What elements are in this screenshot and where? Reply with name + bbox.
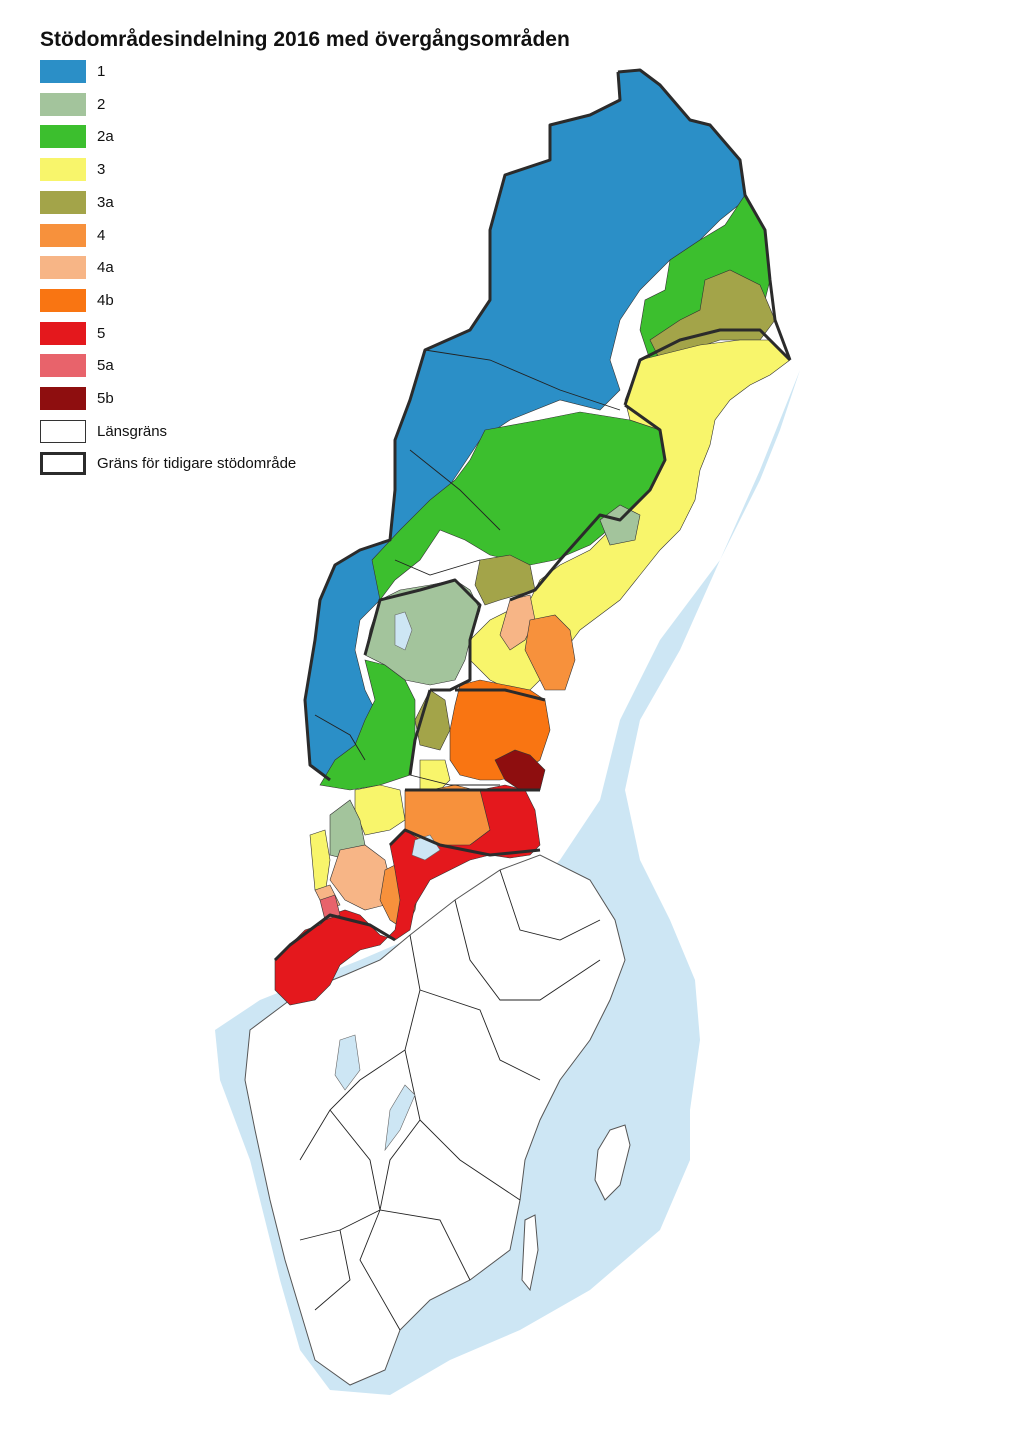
zone-5b-region [494,749,546,791]
oland-island [521,1214,539,1292]
legend-swatch [40,190,86,214]
legend-swatch [40,452,86,476]
legend-item: 4a [40,256,400,281]
legend-label: 5 [97,324,106,342]
legend-label: 3 [97,161,106,179]
map-title: Stödområdesindelning 2016 med övergångso… [40,28,570,51]
zone-5a-region [319,894,341,921]
county-borders-south [299,869,601,1331]
legend-swatch [40,387,86,410]
lakes [334,611,441,1152]
zone-4a-region [499,594,536,651]
legend-swatch [40,158,86,182]
legend-item: Länsgräns [40,419,400,445]
legend-swatch [40,321,86,345]
legend-item: 4b [40,288,400,314]
legend-item: 3 [40,158,400,183]
legend-swatch [40,125,86,149]
legend-swatch [40,92,86,116]
legend-label: 2a [97,128,114,146]
support-area-borders [273,68,792,962]
legend-item: 5b [40,387,400,412]
legend-swatch [40,60,86,83]
legend-swatch [40,288,86,312]
legend-item: 2a [40,125,400,150]
zone-3-region [309,829,331,896]
zone-3a-region [474,554,536,606]
legend-label: 1 [97,63,106,80]
legend-item: 1 [40,60,400,85]
legend-label: 2 [97,95,106,113]
legend-item: Gräns för tidigare stödområde [40,452,400,477]
legend-item: 5a [40,354,400,379]
legend-item: 5 [40,321,400,347]
legend-item: 2 [40,92,400,118]
zone-3a-region [414,689,451,751]
legend-label: 4b [97,291,114,309]
legend-label: 4 [97,226,106,244]
zone-2-region [599,504,641,546]
legend-label: 4a [97,259,114,277]
zone-3-region [419,759,451,791]
zone-4-region [524,614,576,691]
legend-swatch [40,223,86,247]
legend-label: 5a [97,357,114,375]
county-borders-north [314,349,621,786]
legend-label: 5b [97,390,114,407]
legend-label: Länsgräns [97,422,168,440]
legend-item: 3a [40,190,400,216]
legend-item: 4 [40,223,400,249]
legend-swatch [40,256,86,280]
zone-3-region [354,784,406,836]
legend-label: Gräns för tidigare stödområde [97,455,297,473]
legend-label: 3a [97,193,114,211]
legend-swatch [40,354,86,378]
legend-swatch [40,419,86,443]
gotland-island [594,1124,631,1201]
zone-2a-region [319,659,416,791]
